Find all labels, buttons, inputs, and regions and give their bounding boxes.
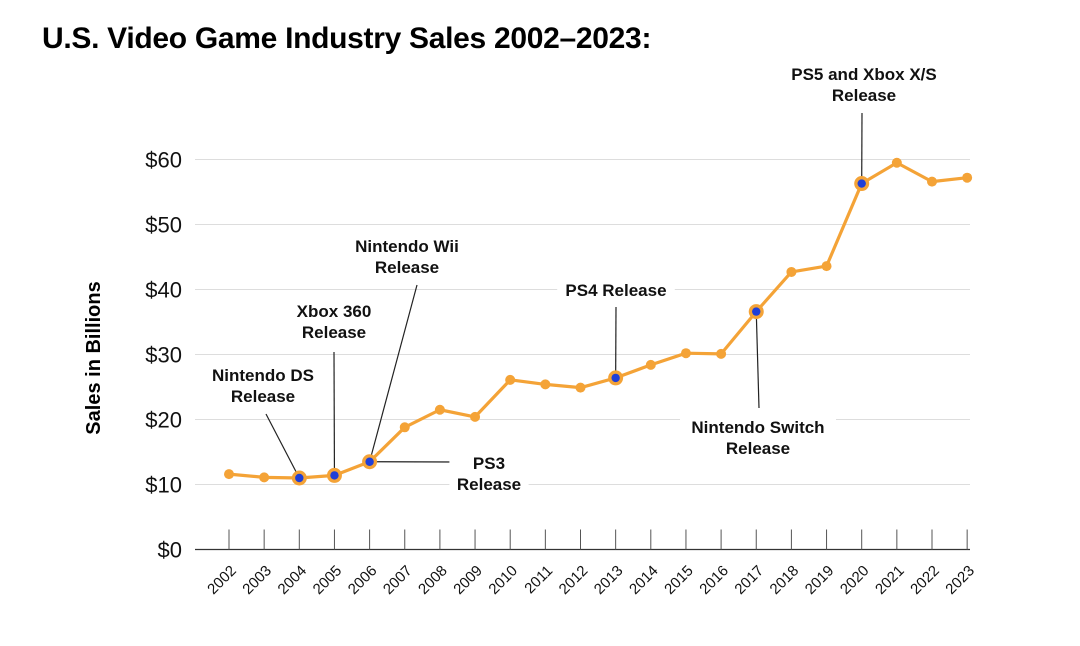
x-tick-label: 2020 bbox=[837, 562, 873, 598]
data-point bbox=[259, 472, 270, 483]
y-tick-label: $0 bbox=[158, 538, 182, 563]
annotation-label: Nintendo DS bbox=[212, 366, 314, 385]
annotation-background bbox=[204, 364, 322, 410]
annotation-leader bbox=[755, 311, 760, 409]
y-tick-label: $40 bbox=[145, 278, 182, 303]
x-tick-label: 2018 bbox=[767, 562, 803, 598]
data-point bbox=[821, 261, 832, 272]
x-tick-label: 2006 bbox=[345, 562, 381, 598]
data-point bbox=[680, 348, 691, 359]
data-point bbox=[434, 404, 445, 415]
x-tick-label: 2007 bbox=[380, 562, 416, 598]
data-point bbox=[224, 469, 234, 480]
annotation-label: PS4 Release bbox=[565, 281, 666, 300]
data-point bbox=[891, 157, 902, 168]
annotation-label: Release bbox=[375, 258, 439, 277]
y-axis-label: Sales in Billions bbox=[83, 281, 105, 434]
annotation-background bbox=[557, 279, 675, 304]
x-tick-label: 2011 bbox=[521, 562, 556, 597]
x-tick-label: 2002 bbox=[204, 562, 240, 598]
x-tick-label: 2019 bbox=[802, 562, 838, 598]
data-point-highlight bbox=[857, 179, 866, 188]
data-point bbox=[575, 382, 586, 393]
annotation-label: Release bbox=[302, 323, 366, 342]
data-point-highlight bbox=[295, 473, 304, 483]
data-point bbox=[505, 374, 516, 385]
x-tick-label: 2021 bbox=[872, 562, 908, 598]
data-point bbox=[399, 422, 410, 433]
x-tick-label: 2013 bbox=[591, 562, 627, 598]
annotation-label: Release bbox=[726, 439, 790, 458]
annotation-background bbox=[289, 300, 379, 346]
x-tick-label: 2009 bbox=[450, 562, 486, 598]
chart-title: U.S. Video Game Industry Sales 2002–2023… bbox=[42, 22, 652, 55]
annotation-leaders bbox=[265, 112, 863, 479]
x-tick-label: 2004 bbox=[275, 562, 311, 598]
data-point bbox=[470, 411, 481, 422]
annotation-label: Nintendo Wii bbox=[355, 237, 459, 256]
y-tick-label: $10 bbox=[145, 473, 182, 498]
x-tick-label: 2014 bbox=[626, 562, 662, 598]
series-line bbox=[228, 161, 968, 480]
y-tick-label: $60 bbox=[145, 148, 182, 173]
data-point bbox=[645, 359, 656, 370]
x-tick-label: 2015 bbox=[661, 562, 697, 598]
x-tick-label: 2005 bbox=[310, 562, 346, 598]
data-point-highlight bbox=[365, 457, 374, 466]
annotation-background bbox=[680, 416, 836, 462]
y-tick-label: $30 bbox=[145, 343, 182, 368]
data-point bbox=[962, 172, 973, 183]
x-axis: 2002 2003 2004 2005 2006 2007 2008 2009 2010 2011… bbox=[195, 529, 978, 598]
annotation-background bbox=[449, 452, 529, 498]
x-tick-label: 2010 bbox=[485, 562, 521, 598]
annotation-label: Release bbox=[832, 86, 896, 105]
x-tick-label: 2016 bbox=[696, 562, 732, 598]
annotations: Nintendo DS Release Xbox 360 Release Nintend… bbox=[204, 63, 947, 498]
annotation-leader bbox=[369, 284, 418, 462]
y-axis: $0 $10 $20 $30 $40 $50 $60 bbox=[145, 148, 182, 563]
x-tick-label: 2023 bbox=[942, 562, 978, 598]
annotation-label: Release bbox=[231, 387, 295, 406]
y-tick-label: $50 bbox=[145, 213, 182, 238]
annotation-label: Nintendo Switch bbox=[691, 418, 824, 437]
data-point-highlight bbox=[330, 471, 339, 480]
series-sales bbox=[224, 157, 973, 486]
x-tick-label: 2022 bbox=[907, 562, 943, 598]
annotation-label: PS3 bbox=[473, 454, 505, 473]
x-tick-label: 2012 bbox=[556, 562, 592, 598]
x-tick-label: 2008 bbox=[415, 562, 451, 598]
data-point bbox=[540, 379, 551, 390]
annotation-leader bbox=[265, 413, 300, 479]
annotation-label: PS5 and Xbox X/S bbox=[791, 65, 937, 84]
annotation-label: Release bbox=[457, 475, 521, 494]
data-point-highlight bbox=[752, 307, 761, 316]
data-point bbox=[927, 176, 937, 187]
data-point bbox=[716, 348, 727, 359]
x-tick-label: 2017 bbox=[731, 562, 767, 598]
data-point bbox=[786, 266, 797, 277]
annotation-background bbox=[343, 235, 471, 281]
annotation-background bbox=[781, 63, 947, 109]
x-tick-label: 2003 bbox=[239, 562, 275, 598]
data-point-highlight bbox=[611, 373, 620, 383]
annotation-label: Xbox 360 bbox=[297, 302, 372, 321]
y-tick-label: $20 bbox=[145, 408, 182, 433]
